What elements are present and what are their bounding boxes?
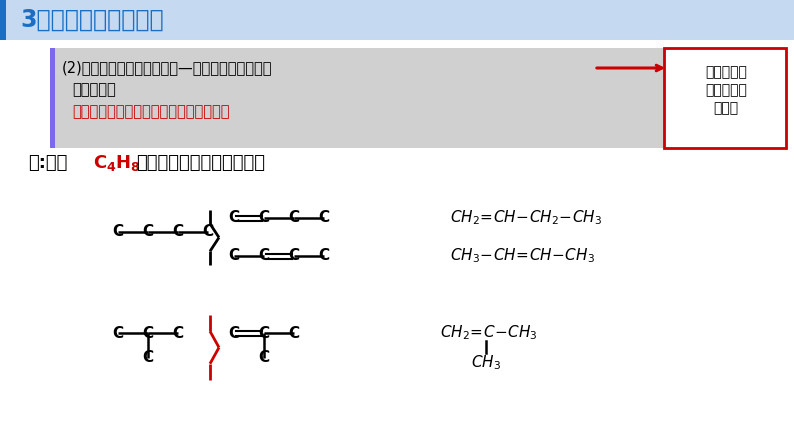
Text: C: C: [172, 325, 183, 341]
Text: C: C: [229, 325, 240, 341]
Bar: [664, 48, 786, 148]
Text: $CH_2\!=\!C\!-\!CH_3$: $CH_2\!=\!C\!-\!CH_3$: [440, 324, 538, 342]
Text: 3、同分异构体的书写: 3、同分异构体的书写: [20, 8, 164, 32]
Text: C: C: [318, 211, 330, 225]
Text: C: C: [202, 224, 214, 240]
Bar: [50, 48, 55, 148]
Text: 官能团的位: 官能团的位: [705, 65, 747, 79]
Text: C: C: [258, 211, 269, 225]
Text: C: C: [142, 224, 153, 240]
Text: C: C: [258, 350, 269, 366]
Text: $CH_3\!-\!CH\!=\!CH\!-\!CH_3$: $CH_3\!-\!CH\!=\!CH\!-\!CH_3$: [450, 247, 595, 266]
Text: 的异构: 的异构: [714, 101, 738, 115]
Text: C: C: [229, 249, 240, 263]
Text: C: C: [288, 249, 299, 263]
Text: 的属于烯烃类的同分异构体: 的属于烯烃类的同分异构体: [136, 154, 265, 172]
Text: C: C: [318, 249, 330, 263]
Text: C: C: [288, 211, 299, 225]
Text: 先写出所有的碳链异构，再移动官能团。: 先写出所有的碳链异构，再移动官能团。: [72, 105, 229, 119]
Text: 例:写出: 例:写出: [28, 154, 67, 172]
Text: C: C: [142, 350, 153, 366]
Text: C: C: [258, 249, 269, 263]
Text: C: C: [288, 325, 299, 341]
Bar: [0, 0, 794, 40]
Text: $CH_2\!=\!CH\!-\!CH_2\!-\!CH_3$: $CH_2\!=\!CH\!-\!CH_2\!-\!CH_3$: [450, 209, 602, 228]
Text: $\mathbf{C_4H_8}$: $\mathbf{C_4H_8}$: [93, 153, 141, 173]
Text: C: C: [172, 224, 183, 240]
Text: C: C: [142, 325, 153, 341]
Text: $CH_3$: $CH_3$: [471, 354, 501, 372]
Text: C: C: [113, 325, 124, 341]
Text: C: C: [113, 224, 124, 240]
Bar: [0, 0, 6, 40]
Text: (2)烯烃的同分异构体的书写—碳链异构和位置异构: (2)烯烃的同分异构体的书写—碳链异构和位置异构: [62, 60, 272, 76]
Bar: [50, 48, 670, 148]
Text: 置不同引起: 置不同引起: [705, 83, 747, 97]
Text: C: C: [258, 325, 269, 341]
Text: C: C: [229, 211, 240, 225]
Text: 书写方法：: 书写方法：: [72, 83, 116, 97]
